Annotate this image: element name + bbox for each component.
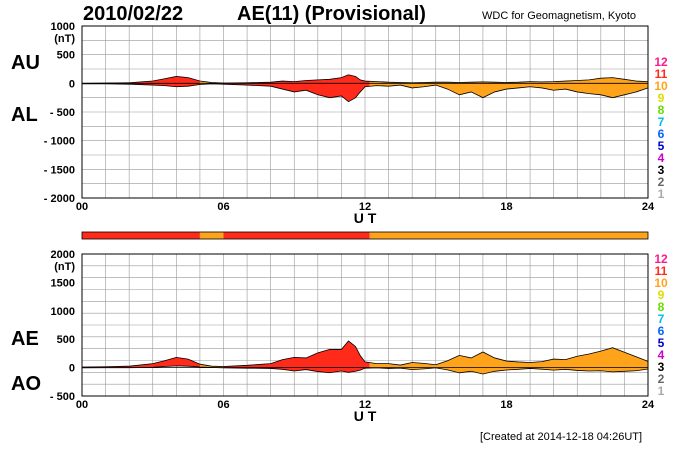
y-tick-label: - 1500 — [44, 164, 75, 176]
x-axis-label: U T — [354, 210, 377, 226]
y-tick-label: 500 — [57, 334, 75, 346]
chart-date-title: 2010/02/22 — [83, 3, 184, 25]
plot-frame — [81, 253, 649, 397]
chart-index-title: AE(11) (Provisional) — [237, 3, 426, 25]
x-tick-label: 00 — [76, 399, 88, 411]
plot-frame — [81, 25, 649, 199]
y-tick-label: - 1000 — [44, 136, 75, 148]
station-scale-label: 8 — [658, 300, 665, 314]
area-segment-red — [223, 74, 370, 102]
station-scale-label: 6 — [658, 324, 665, 338]
station-scale-label: 12 — [654, 252, 668, 266]
panel-2 — [81, 253, 649, 397]
x-tick-label: 18 — [500, 399, 512, 411]
station-scale-label: 3 — [658, 360, 665, 374]
au-side-label: AU — [11, 52, 40, 74]
activity-bar-frame — [81, 231, 649, 240]
x-tick-label: 24 — [642, 399, 655, 411]
station-scale-label: 2 — [658, 372, 665, 386]
ao-side-label: AO — [11, 373, 41, 395]
y-tick-label: 500 — [57, 50, 75, 62]
station-scale-label: 4 — [658, 151, 665, 165]
area-segment-red — [82, 76, 200, 87]
station-scale-label: 6 — [658, 127, 665, 141]
series-line-ae — [81, 340, 649, 368]
y-tick-label: - 500 — [50, 391, 75, 403]
x-tick-label: 00 — [76, 201, 88, 213]
activity-bar-segment — [369, 232, 648, 239]
x-tick-label: 12 — [359, 201, 371, 213]
ae-side-label: AE — [11, 328, 39, 350]
activity-bar-segment — [82, 232, 200, 239]
series-line-au — [81, 74, 649, 84]
activity-bar-segment — [223, 232, 370, 239]
station-scale-label: 12 — [654, 55, 668, 69]
y-tick-label: 1000 — [51, 21, 75, 33]
y-tick-label: 0 — [69, 78, 75, 90]
station-scale-label: 11 — [655, 67, 668, 81]
panel-1 — [81, 25, 649, 199]
activity-bar-segment — [199, 232, 224, 239]
y-tick-label: 2000 — [51, 249, 75, 261]
station-scale-label: 11 — [655, 264, 668, 278]
station-scale-label: 2 — [658, 175, 665, 189]
x-axis-label: U T — [354, 408, 377, 424]
station-scale-label: 1 — [658, 187, 665, 201]
y-tick-label: 0 — [69, 363, 75, 375]
x-tick-label: 18 — [500, 201, 512, 213]
station-scale-label: 9 — [658, 288, 665, 302]
created-timestamp: [Created at 2014-12-18 04:26UT] — [480, 431, 643, 443]
station-scale-label: 5 — [658, 139, 665, 153]
station-scale-label: 9 — [658, 91, 665, 105]
station-scale-label: 7 — [658, 312, 665, 326]
y-unit-label: (nT) — [54, 33, 75, 45]
station-scale-label: 8 — [658, 103, 665, 117]
x-tick-label: 24 — [642, 201, 655, 213]
station-scale-label: 1 — [658, 384, 665, 398]
area-segment-red — [82, 357, 200, 368]
y-tick-label: - 500 — [50, 107, 75, 119]
y-tick-label: 1500 — [51, 277, 75, 289]
station-scale-label: 3 — [658, 163, 665, 177]
x-tick-label: 06 — [217, 201, 229, 213]
area-segment-orange — [369, 77, 648, 98]
station-scale-label: 4 — [658, 348, 665, 362]
x-tick-label: 06 — [217, 399, 229, 411]
station-scale-label: 5 — [658, 336, 665, 350]
al-side-label: AL — [11, 104, 38, 126]
station-scale-label: 10 — [654, 276, 668, 290]
y-unit-label: (nT) — [54, 261, 75, 273]
y-tick-label: - 2000 — [44, 193, 75, 205]
x-tick-label: 12 — [359, 399, 371, 411]
y-tick-label: 1000 — [51, 306, 75, 318]
series-line-al — [82, 83, 649, 103]
data-source-label: WDC for Geomagnetism, Kyoto — [482, 10, 637, 22]
station-scale-label: 10 — [654, 79, 668, 93]
station-scale-label: 7 — [658, 115, 665, 129]
